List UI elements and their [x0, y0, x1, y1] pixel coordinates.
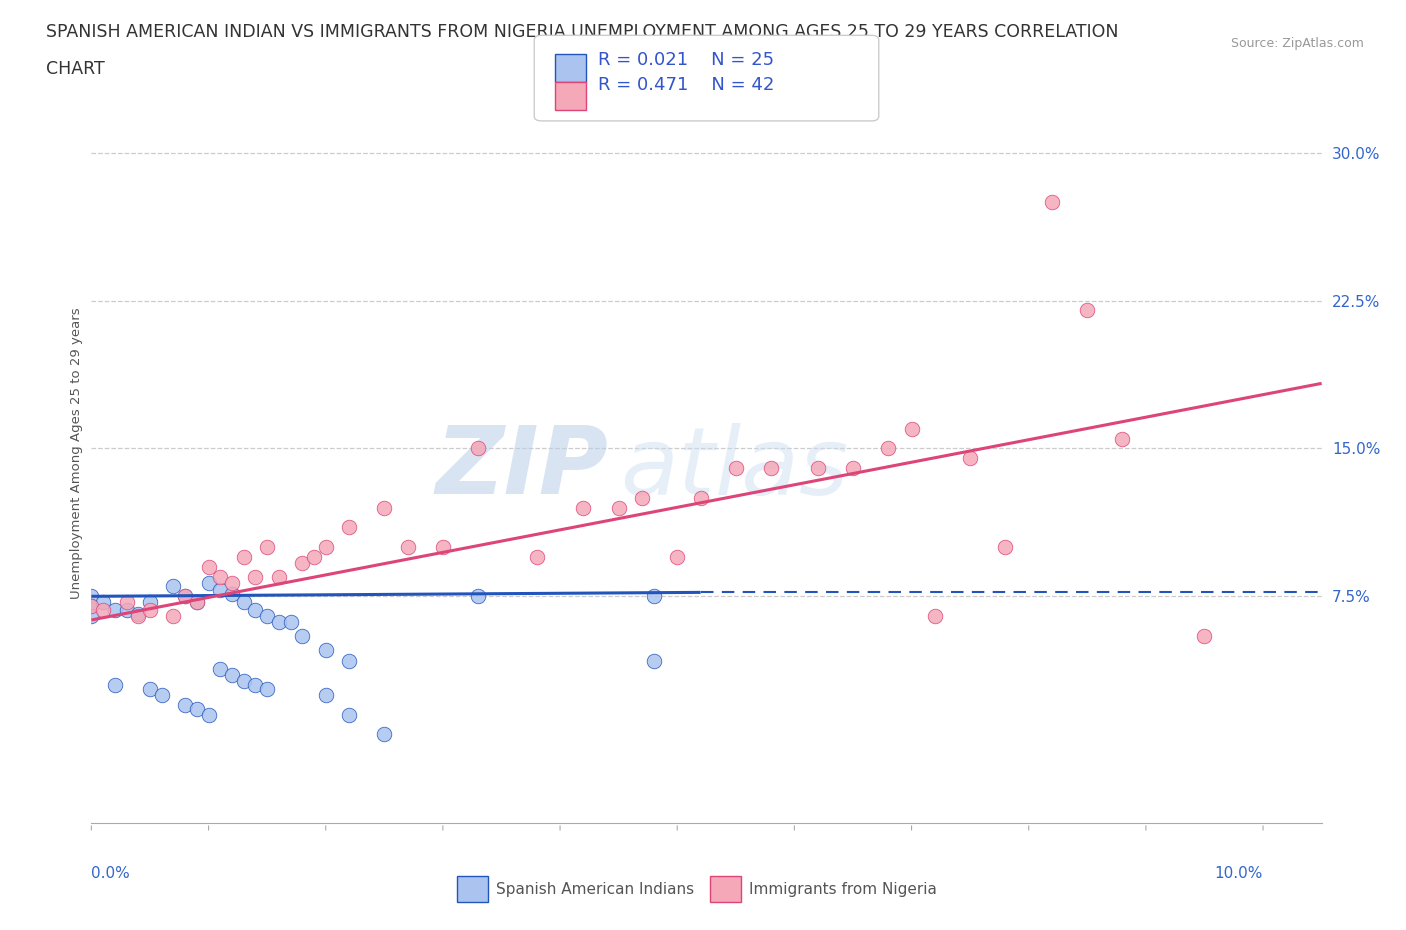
Point: [643, 654, 665, 669]
Text: Source: ZipAtlas.com: Source: ZipAtlas.com: [1230, 37, 1364, 50]
Point: [572, 500, 595, 515]
Point: [245, 678, 267, 693]
Point: [245, 603, 267, 618]
Point: [373, 727, 395, 742]
Text: 10.0%: 10.0%: [1215, 867, 1263, 882]
Point: [174, 589, 197, 604]
Point: [1040, 194, 1063, 209]
Point: [256, 608, 278, 623]
Point: [256, 539, 278, 554]
Point: [174, 589, 197, 604]
Text: R = 0.021    N = 25: R = 0.021 N = 25: [598, 51, 773, 69]
Y-axis label: Unemployment Among Ages 25 to 29 years: Unemployment Among Ages 25 to 29 years: [70, 308, 83, 599]
Point: [115, 603, 138, 618]
Point: [877, 441, 900, 456]
Point: [1194, 629, 1216, 644]
Point: [209, 662, 232, 677]
Text: SPANISH AMERICAN INDIAN VS IMMIGRANTS FROM NIGERIA UNEMPLOYMENT AMONG AGES 25 TO: SPANISH AMERICAN INDIAN VS IMMIGRANTS FR…: [46, 23, 1119, 41]
Text: Immigrants from Nigeria: Immigrants from Nigeria: [749, 882, 938, 897]
Point: [186, 701, 208, 716]
Point: [80, 608, 103, 623]
Text: ZIP: ZIP: [436, 422, 607, 514]
Point: [197, 575, 219, 590]
Point: [1076, 303, 1098, 318]
Point: [373, 500, 395, 515]
Point: [526, 550, 548, 565]
Point: [315, 642, 337, 657]
Text: Spanish American Indians: Spanish American Indians: [496, 882, 695, 897]
Point: [104, 678, 127, 693]
Point: [186, 595, 208, 610]
Point: [91, 595, 114, 610]
Point: [666, 550, 689, 565]
Point: [337, 707, 360, 722]
Point: [467, 441, 489, 456]
Point: [267, 615, 290, 630]
Point: [337, 520, 360, 535]
Point: [631, 490, 654, 505]
Point: [197, 559, 219, 574]
Point: [162, 608, 184, 623]
Point: [291, 555, 314, 570]
Point: [80, 599, 103, 614]
Point: [209, 569, 232, 584]
Point: [467, 589, 489, 604]
Point: [724, 460, 747, 475]
Point: [759, 460, 782, 475]
Point: [689, 490, 711, 505]
Point: [315, 687, 337, 702]
Point: [807, 460, 830, 475]
Point: [139, 682, 162, 697]
Point: [104, 603, 127, 618]
Point: [91, 603, 114, 618]
Point: [396, 539, 419, 554]
Point: [174, 698, 197, 712]
Point: [80, 589, 103, 604]
Point: [994, 539, 1017, 554]
Point: [959, 451, 981, 466]
Point: [337, 654, 360, 669]
Text: R = 0.471    N = 42: R = 0.471 N = 42: [598, 76, 773, 94]
Point: [232, 550, 254, 565]
Point: [221, 668, 243, 683]
Point: [924, 608, 946, 623]
Point: [209, 583, 232, 598]
Point: [291, 629, 314, 644]
Point: [256, 682, 278, 697]
Point: [127, 606, 149, 621]
Point: [842, 460, 865, 475]
Point: [232, 673, 254, 688]
Text: atlas: atlas: [620, 422, 849, 513]
Point: [1111, 432, 1133, 446]
Point: [643, 589, 665, 604]
Point: [900, 421, 922, 436]
Point: [150, 687, 173, 702]
Point: [186, 595, 208, 610]
Point: [80, 599, 103, 614]
Point: [221, 575, 243, 590]
Text: CHART: CHART: [46, 60, 105, 78]
Point: [267, 569, 290, 584]
Point: [197, 707, 219, 722]
Point: [432, 539, 454, 554]
Point: [302, 550, 325, 565]
Point: [280, 615, 302, 630]
Point: [315, 539, 337, 554]
Point: [162, 579, 184, 594]
Point: [127, 608, 149, 623]
Point: [115, 595, 138, 610]
Point: [221, 587, 243, 602]
Point: [232, 595, 254, 610]
Point: [139, 603, 162, 618]
Point: [607, 500, 630, 515]
Point: [245, 569, 267, 584]
Point: [139, 595, 162, 610]
Text: 0.0%: 0.0%: [91, 867, 131, 882]
